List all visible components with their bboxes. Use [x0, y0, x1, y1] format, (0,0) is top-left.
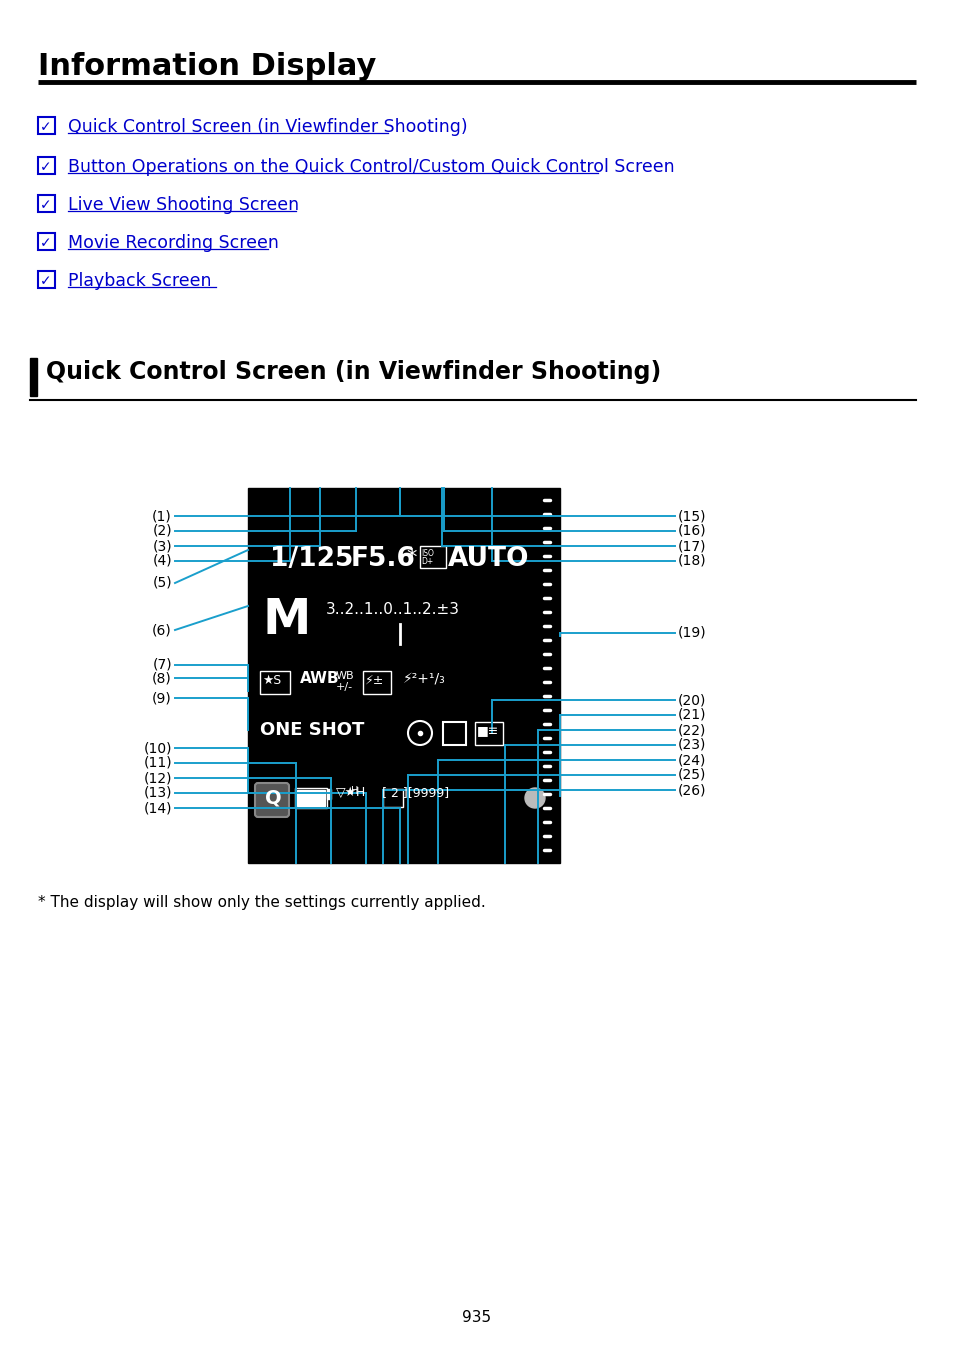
- Text: (5): (5): [152, 576, 172, 590]
- Text: Quick Control Screen (in Viewfinder Shooting): Quick Control Screen (in Viewfinder Shoo…: [46, 360, 660, 385]
- Text: 1/125: 1/125: [270, 546, 353, 572]
- Bar: [475, 722, 502, 745]
- Text: ONE SHOT: ONE SHOT: [260, 721, 364, 738]
- Text: (12): (12): [143, 771, 172, 785]
- Text: (14): (14): [143, 802, 172, 815]
- Text: (25): (25): [678, 768, 705, 781]
- Text: (6): (6): [152, 623, 172, 638]
- Text: (23): (23): [678, 738, 705, 752]
- Bar: [30, 358, 37, 395]
- Text: ✓: ✓: [39, 120, 51, 134]
- Text: +/-: +/-: [335, 682, 353, 691]
- Text: D+: D+: [420, 557, 433, 566]
- Text: AWB: AWB: [299, 671, 339, 686]
- Bar: [296, 790, 325, 806]
- Text: *: *: [406, 547, 416, 568]
- Text: (13): (13): [143, 785, 172, 800]
- Text: (3): (3): [152, 539, 172, 553]
- Text: (26): (26): [678, 783, 706, 798]
- Text: Live View Shooting Screen: Live View Shooting Screen: [68, 196, 299, 214]
- Text: Movie Recording Screen: Movie Recording Screen: [68, 234, 278, 252]
- Text: (9): (9): [152, 691, 172, 705]
- Bar: [38, 157, 55, 174]
- Text: (7): (7): [152, 658, 172, 672]
- Text: (19): (19): [678, 625, 706, 640]
- Text: ✓: ✓: [39, 198, 51, 213]
- Text: Information Display: Information Display: [38, 52, 376, 81]
- Text: (21): (21): [678, 707, 706, 722]
- Text: Q: Q: [265, 790, 281, 808]
- Text: AUTO: AUTO: [448, 546, 529, 572]
- Text: (17): (17): [678, 539, 706, 553]
- Bar: [260, 671, 290, 694]
- Text: (20): (20): [678, 693, 705, 707]
- Bar: [363, 671, 391, 694]
- Text: F5.6: F5.6: [351, 546, 416, 572]
- Text: 3..2..1..0..1..2.±3: 3..2..1..0..1..2.±3: [326, 603, 459, 617]
- Text: ✓: ✓: [39, 274, 51, 288]
- Text: ⚡±: ⚡±: [365, 674, 384, 687]
- Text: (1): (1): [152, 508, 172, 523]
- Bar: [327, 790, 331, 799]
- Text: (11): (11): [143, 756, 172, 769]
- Text: (18): (18): [678, 554, 706, 568]
- Text: * The display will show only the settings currently applied.: * The display will show only the setting…: [38, 894, 485, 911]
- Bar: [38, 117, 55, 134]
- Text: Playback Screen: Playback Screen: [68, 272, 212, 291]
- Bar: [382, 790, 402, 807]
- Bar: [294, 788, 327, 808]
- Bar: [248, 488, 559, 863]
- Text: [ 2 ][9999]: [ 2 ][9999]: [381, 785, 449, 799]
- Text: (4): (4): [152, 554, 172, 568]
- Text: Button Operations on the Quick Control/Custom Quick Control Screen: Button Operations on the Quick Control/C…: [68, 157, 674, 176]
- Text: (2): (2): [152, 525, 172, 538]
- Text: (16): (16): [678, 525, 706, 538]
- Bar: [442, 722, 465, 745]
- Bar: [38, 195, 55, 213]
- Text: 935: 935: [462, 1310, 491, 1325]
- Circle shape: [524, 788, 544, 808]
- Bar: [38, 270, 55, 288]
- Text: ★S: ★S: [262, 674, 281, 687]
- Bar: [419, 546, 446, 568]
- Text: H: H: [351, 785, 358, 796]
- Text: (15): (15): [678, 508, 706, 523]
- Text: ✓: ✓: [39, 160, 51, 174]
- Text: M: M: [263, 596, 311, 644]
- Text: ⚡²+¹/₃: ⚡²+¹/₃: [402, 671, 445, 685]
- Text: (8): (8): [152, 671, 172, 685]
- Text: WB: WB: [335, 671, 355, 681]
- FancyBboxPatch shape: [254, 783, 289, 816]
- Text: (10): (10): [143, 741, 172, 755]
- Bar: [38, 233, 55, 250]
- Text: (22): (22): [678, 724, 705, 737]
- Text: ▽★H: ▽★H: [335, 785, 366, 799]
- Text: Quick Control Screen (in Viewfinder Shooting): Quick Control Screen (in Viewfinder Shoo…: [68, 118, 467, 136]
- Text: ISO: ISO: [420, 549, 434, 558]
- Text: ✓: ✓: [39, 235, 51, 250]
- Text: (24): (24): [678, 753, 705, 767]
- Text: ■≡: ■≡: [476, 724, 498, 737]
